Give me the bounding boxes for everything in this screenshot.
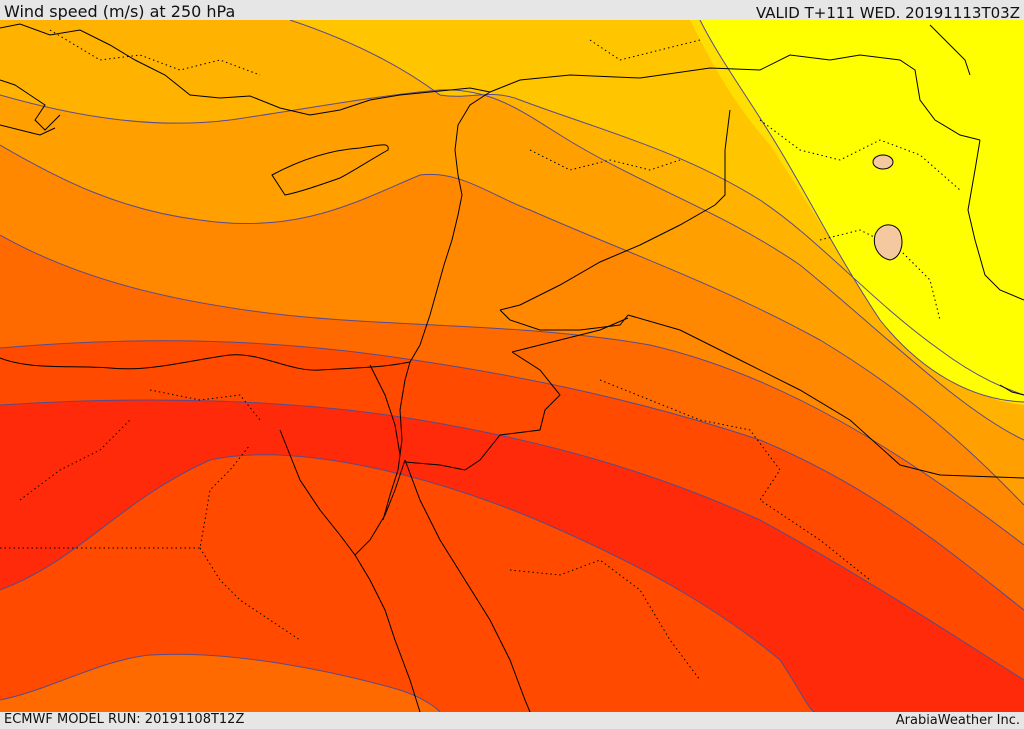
admin-border [529,149,681,171]
band-8-south [0,454,815,712]
isotach-line [699,20,1024,403]
jordan-saudi-border [499,309,629,331]
admin-border [589,39,701,61]
isotach-line [0,399,1024,681]
valid-time: VALID T+111 WED. 20191113T03Z [755,4,1020,22]
map-header: Wind speed (m/s) at 250 hPa VALID T+111 … [0,0,1024,22]
iraq-iran-border [967,139,1024,301]
band-1 [700,20,1024,402]
isotach-line [0,340,1024,611]
credit-label: ArabiaWeather Inc. [895,713,1020,728]
isotach-line [0,454,816,712]
syria-jordan-border [499,109,731,311]
isotach-line [0,89,1024,441]
saudi-north-border [404,351,561,471]
map-footer: ECMWF MODEL RUN: 20191108T12Z ArabiaWeat… [0,712,1024,729]
egypt-coast [0,354,411,371]
isotach-line [289,20,1024,396]
red-sea-west [354,554,421,712]
isotach-line [0,144,1024,506]
persian-gulf-shore [999,384,1024,396]
admin-border [19,419,131,501]
gulf-of-suez [279,429,406,556]
caspian-shore [929,24,971,76]
saudi-iraq-border [627,314,1024,479]
crete [0,124,56,136]
turkey-coast [0,23,491,116]
saudi-jordan-border [511,317,629,353]
band-7-south [0,654,440,712]
red-sea-east [404,459,531,712]
lake-urmia [872,154,894,170]
levant-coast [409,91,491,363]
lake-in-iran [873,224,903,261]
gulf-of-aqaba [382,361,411,521]
aegean-coast [0,79,61,131]
isotach-line [0,234,1024,546]
admin-border [0,444,251,549]
model-run: ECMWF MODEL RUN: 20191108T12Z [4,712,245,727]
admin-border [759,119,961,191]
syria-iraq-border [489,54,981,141]
admin-border [509,559,701,681]
admin-border [49,29,261,76]
map-title: Wind speed (m/s) at 250 hPa [4,2,236,21]
isotach-line [0,653,441,712]
cyprus [271,144,389,196]
wind-speed-map [0,20,1024,712]
sinai-border [369,364,401,456]
